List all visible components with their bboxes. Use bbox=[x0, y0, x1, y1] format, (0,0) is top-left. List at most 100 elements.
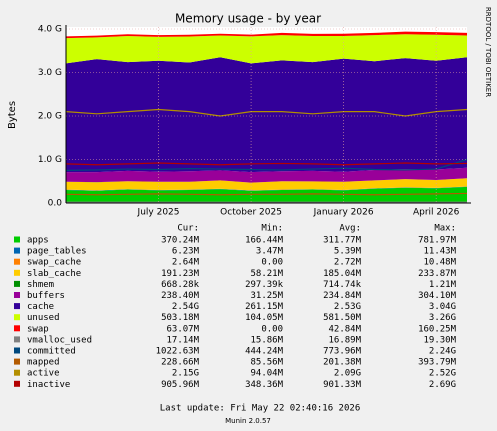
legend-value: 58.21M bbox=[250, 269, 283, 279]
legend-value: 94.04M bbox=[250, 369, 283, 379]
legend-value: 773.96M bbox=[323, 347, 362, 357]
legend-value: 261.15M bbox=[245, 302, 284, 312]
legend-value: 5.39M bbox=[334, 247, 362, 257]
area bbox=[66, 31, 467, 39]
legend-value: 3.26G bbox=[429, 313, 456, 323]
area bbox=[66, 186, 467, 203]
x-tick-label: July 2025 bbox=[137, 208, 180, 218]
legend-name: swap_cache bbox=[27, 258, 81, 268]
legend-value: 16.89M bbox=[328, 335, 361, 345]
legend-name: mapped bbox=[27, 358, 60, 368]
legend-swatch bbox=[14, 314, 20, 321]
version: Munin 2.0.57 bbox=[225, 417, 271, 425]
y-tick-label: 3.0 G bbox=[38, 68, 62, 78]
legend-value: 2.09G bbox=[334, 369, 361, 379]
legend-name: unused bbox=[27, 313, 60, 323]
legend-name: buffers bbox=[27, 291, 65, 301]
legend-value: 581.50M bbox=[323, 313, 362, 323]
legend-swatch bbox=[14, 369, 20, 376]
legend-name: page_tables bbox=[27, 247, 87, 257]
legend-value: 905.96M bbox=[161, 380, 200, 390]
area bbox=[66, 57, 467, 173]
x-tick-label: April 2026 bbox=[413, 208, 460, 218]
y-tick-label: 0.0 bbox=[48, 199, 63, 209]
line bbox=[65, 192, 468, 196]
legend-swatch bbox=[14, 303, 20, 310]
legend-value: 10.48M bbox=[423, 258, 456, 268]
legend-value: 668.28k bbox=[161, 280, 200, 290]
y-axis-label: Bytes bbox=[7, 101, 18, 129]
area bbox=[66, 34, 467, 64]
legend-value: 228.66M bbox=[161, 358, 200, 368]
legend-value: 503.18M bbox=[161, 313, 200, 323]
legend-value: 201.38M bbox=[323, 358, 362, 368]
legend-value: 104.05M bbox=[245, 313, 284, 323]
legend-value: 2.24G bbox=[429, 347, 456, 357]
legend-value: 781.97M bbox=[418, 236, 457, 246]
legend-value: 2.54G bbox=[172, 302, 199, 312]
legend-name: committed bbox=[27, 347, 76, 357]
legend-header: Avg: bbox=[339, 224, 361, 234]
legend-value: 3.47M bbox=[256, 247, 284, 257]
area bbox=[66, 178, 467, 191]
legend-value: 1.21M bbox=[429, 280, 457, 290]
legend-value: 311.77M bbox=[323, 236, 362, 246]
legend-name: active bbox=[27, 369, 60, 379]
legend-value: 85.56M bbox=[250, 358, 283, 368]
legend-value: 63.07M bbox=[166, 324, 199, 334]
legend-value: 0.00 bbox=[261, 324, 283, 334]
legend-header: Min: bbox=[261, 224, 283, 234]
legend-value: 2.72M bbox=[334, 258, 362, 268]
last-update: Last update: Fri May 22 02:40:16 2026 bbox=[160, 404, 360, 414]
line bbox=[65, 162, 468, 166]
legend-value: 160.25M bbox=[418, 324, 457, 334]
legend-value: 348.36M bbox=[245, 380, 284, 390]
legend-value: 17.14M bbox=[166, 335, 199, 345]
line bbox=[65, 108, 468, 117]
legend-value: 444.24M bbox=[245, 347, 284, 357]
legend-value: 238.40M bbox=[161, 291, 200, 301]
legend-swatch bbox=[14, 236, 20, 243]
legend-name: apps bbox=[27, 236, 49, 246]
legend-value: 234.84M bbox=[323, 291, 362, 301]
area bbox=[66, 186, 467, 191]
y-tick-label: 1.0 G bbox=[38, 155, 62, 165]
legend-value: 15.86M bbox=[250, 335, 283, 345]
legend-value: 191.23M bbox=[161, 269, 200, 279]
legend-value: 185.04M bbox=[323, 269, 362, 279]
legend-value: 2.52G bbox=[429, 369, 456, 379]
legend-value: 2.64M bbox=[172, 258, 200, 268]
legend-name: inactive bbox=[27, 380, 70, 390]
legend-value: 2.15G bbox=[172, 369, 199, 379]
legend-swatch bbox=[14, 292, 20, 298]
legend-value: 31.25M bbox=[250, 291, 283, 301]
y-tick-label: 4.0 G bbox=[38, 25, 62, 35]
legend-name: slab_cache bbox=[27, 269, 81, 279]
x-tick-label: January 2026 bbox=[313, 208, 374, 218]
legend-value: 6.23M bbox=[172, 247, 200, 257]
legend-swatch bbox=[14, 380, 20, 387]
legend-name: swap bbox=[27, 324, 49, 334]
legend-swatch bbox=[14, 358, 20, 365]
y-tick-label: 2.0 G bbox=[38, 112, 62, 122]
legend-swatch bbox=[14, 258, 20, 265]
legend-name: vmalloc_used bbox=[27, 335, 92, 345]
legend-value: 2.53G bbox=[334, 302, 361, 312]
legend-swatch bbox=[14, 247, 20, 254]
legend-name: cache bbox=[27, 302, 54, 312]
area bbox=[66, 167, 467, 183]
legend-value: 2.69G bbox=[429, 380, 456, 390]
legend-swatch bbox=[14, 269, 20, 276]
chart-title: Memory usage - by year bbox=[175, 12, 321, 26]
area bbox=[66, 186, 467, 191]
legend-value: 19.30M bbox=[423, 335, 456, 345]
x-tick-label: October 2025 bbox=[220, 208, 282, 218]
legend-name: shmem bbox=[27, 280, 54, 290]
legend-value: 297.39k bbox=[245, 280, 284, 290]
legend-swatch bbox=[14, 347, 20, 354]
legend-value: 393.79M bbox=[418, 358, 457, 368]
legend-value: 714.74k bbox=[323, 280, 362, 290]
legend-swatch bbox=[14, 336, 20, 343]
